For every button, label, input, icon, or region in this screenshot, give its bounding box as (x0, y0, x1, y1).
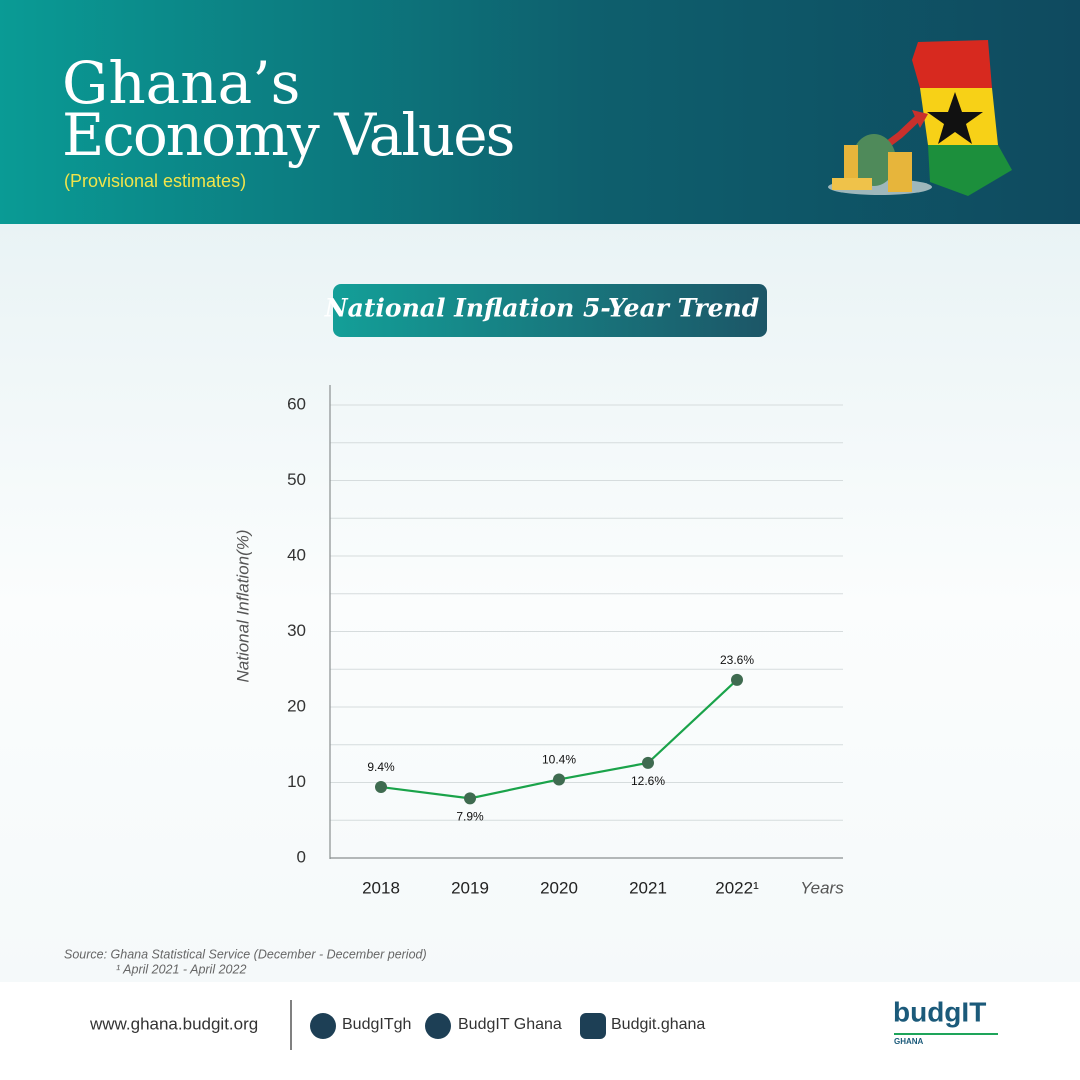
twitter-icon (310, 1013, 336, 1039)
website: www.ghana.budgit.org (89, 1014, 258, 1033)
y-tick-label: 0 (297, 847, 306, 866)
ghana-map (828, 40, 1012, 196)
y-axis-label: National Inflation(%) (233, 529, 252, 682)
x-tick-label: 2018 (362, 878, 400, 897)
data-label: 9.4% (367, 760, 395, 774)
plot: 0 10 20 30 40 50 60 2018 2019 2020 2021 2022¹ 9.4% 7.… (287, 385, 843, 897)
instagram: Budgit.ghana (611, 1016, 705, 1033)
data-label: 12.6% (631, 774, 665, 788)
x-tick-label: 2021 (629, 878, 667, 897)
x-tick-label: 2019 (451, 878, 489, 897)
logo: budgIT (893, 996, 986, 1027)
facebook: BudgIT Ghana (458, 1016, 562, 1033)
data-label: 23.6% (720, 653, 754, 667)
source: Source: Ghana Statistical Service (Decem… (64, 947, 427, 961)
x-axis-label: Years (800, 878, 844, 897)
footnote: ¹ April 2021 - April 2022 (116, 962, 246, 976)
chart-title: National Inflation 5-Year Trend (324, 294, 759, 323)
title-line: Ghana’s (62, 49, 300, 117)
subtitle: (Provisional estimates) (64, 171, 246, 191)
facebook-icon (425, 1013, 451, 1039)
point (553, 773, 565, 786)
y-tick-label: 30 (287, 621, 306, 640)
data-label: 7.9% (456, 810, 484, 824)
point (642, 756, 654, 769)
y-tick-label: 40 (287, 545, 306, 564)
y-tick-label: 50 (287, 470, 306, 489)
data-label: 10.4% (542, 753, 576, 767)
twitter: BudgITgh (342, 1016, 411, 1033)
logo-sub: GHANA (894, 1037, 924, 1046)
x-tick-label: 2020 (540, 878, 578, 897)
instagram-icon (580, 1013, 606, 1039)
footer-bg (0, 982, 1080, 1080)
title-line: Economy Values (62, 101, 513, 169)
body-bg (0, 224, 1080, 982)
y-tick-label: 10 (287, 772, 306, 791)
y-tick-label: 20 (287, 696, 306, 715)
chart-title-box (333, 284, 767, 337)
y-tick-label: 60 (287, 394, 306, 413)
point (731, 673, 743, 686)
x-tick-label: 2022¹ (715, 878, 759, 897)
point (375, 781, 387, 794)
point (464, 792, 476, 805)
